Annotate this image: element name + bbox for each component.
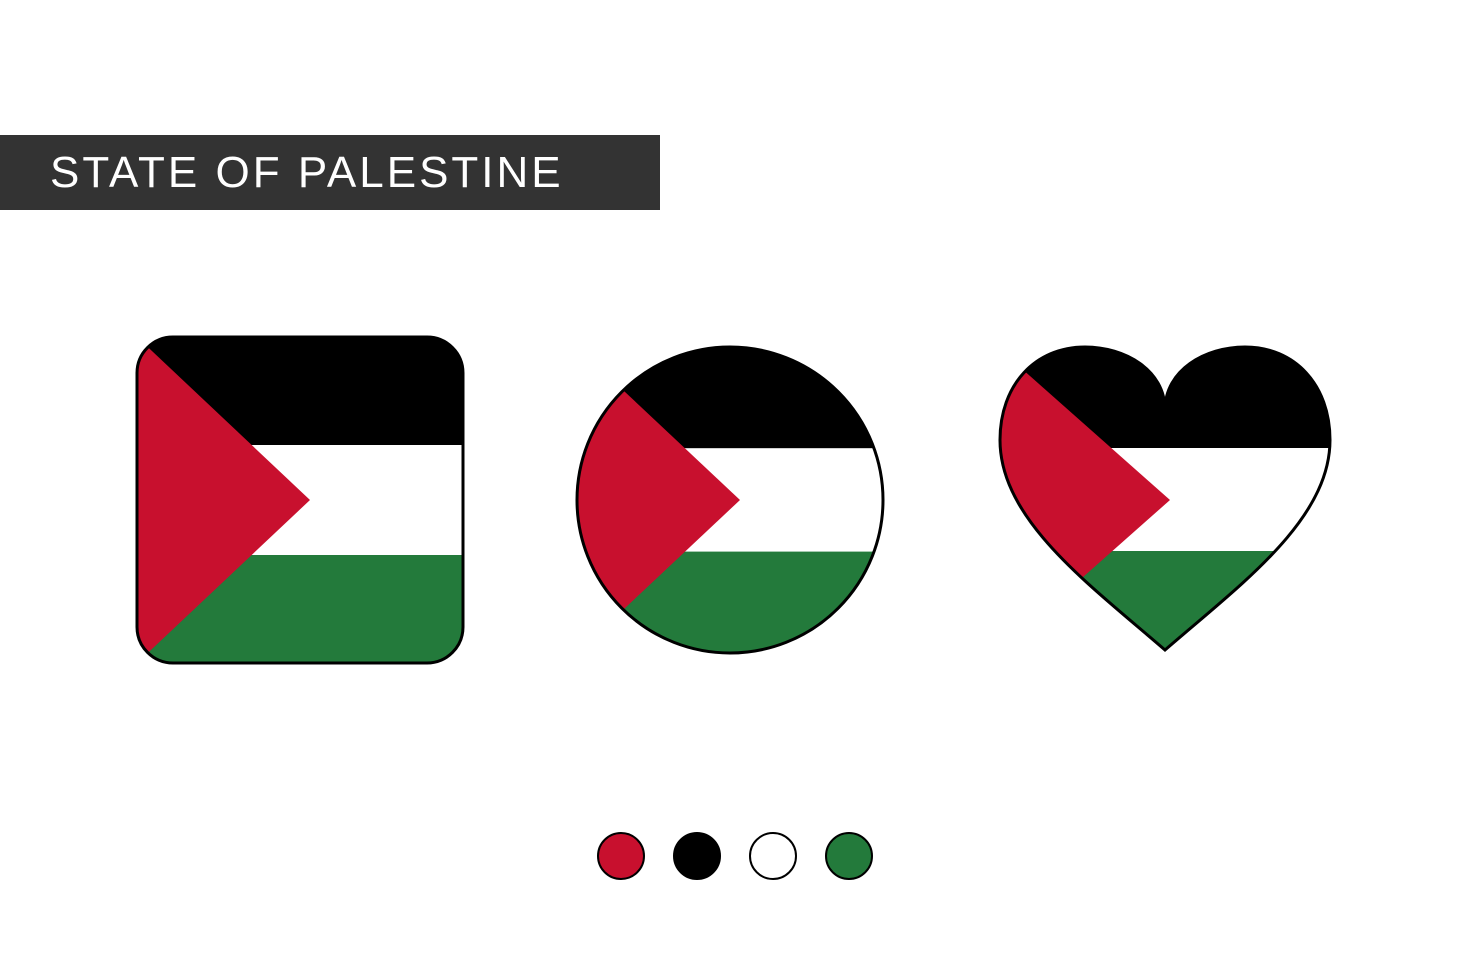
- flag-shapes-row: [0, 335, 1470, 670]
- title-bar: STATE OF PALESTINE: [0, 135, 660, 210]
- page-title: STATE OF PALESTINE: [50, 148, 564, 198]
- circle-flag-icon: [575, 345, 885, 655]
- heart-flag-icon: [995, 345, 1335, 655]
- flag-rounded-square: [135, 335, 465, 670]
- palette-dot-white: [749, 832, 797, 880]
- palette-dot-black: [673, 832, 721, 880]
- palette-dot-red: [597, 832, 645, 880]
- square-flag-icon: [135, 335, 465, 665]
- palette-dot-green: [825, 832, 873, 880]
- color-palette: [597, 832, 873, 880]
- flag-circle: [575, 345, 885, 660]
- flag-heart: [995, 345, 1335, 660]
